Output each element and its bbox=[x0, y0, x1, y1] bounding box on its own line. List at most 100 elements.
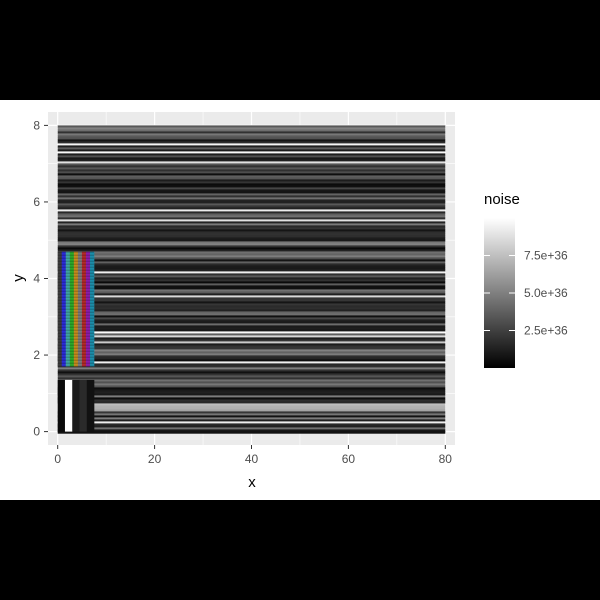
heatmap-row bbox=[57, 159, 446, 162]
heatmap-row bbox=[57, 183, 446, 186]
heatmap-row bbox=[57, 175, 446, 178]
heatmap-row bbox=[57, 249, 446, 252]
heatmap-row bbox=[57, 167, 446, 170]
heatmap-row bbox=[57, 209, 446, 212]
color-bar-scanline bbox=[57, 302, 95, 304]
color-bar-scanline bbox=[57, 284, 95, 286]
heatmap-row bbox=[57, 285, 446, 288]
heatmap-row bbox=[57, 203, 446, 206]
heatmap-row bbox=[57, 407, 446, 410]
heatmap-row bbox=[57, 155, 446, 158]
heatmap-row bbox=[57, 217, 446, 220]
heatmap-row bbox=[57, 335, 446, 338]
heatmap-row bbox=[57, 153, 446, 156]
color-bar-scanline bbox=[57, 254, 95, 256]
color-bar-stripe bbox=[57, 251, 63, 367]
heatmap-row bbox=[57, 359, 446, 362]
heatmap-row bbox=[57, 263, 446, 266]
heatmap-row bbox=[57, 321, 446, 324]
heatmap-row bbox=[57, 405, 446, 408]
heatmap-row bbox=[57, 371, 446, 374]
x-axis-label: x bbox=[248, 474, 256, 491]
color-bar-scanline bbox=[57, 356, 95, 358]
heatmap-row bbox=[57, 383, 446, 386]
heatmap-row bbox=[57, 141, 446, 144]
heatmap-row bbox=[57, 367, 446, 370]
heatmap-row bbox=[57, 255, 446, 258]
heatmap-row bbox=[57, 395, 446, 398]
heatmap-row bbox=[57, 227, 446, 230]
color-bar-scanline bbox=[57, 332, 95, 334]
pluge-stripe bbox=[86, 379, 95, 432]
heatmap-row bbox=[57, 293, 446, 296]
heatmap-row bbox=[57, 343, 446, 346]
heatmap-row bbox=[57, 259, 446, 262]
color-bar-scanline bbox=[57, 281, 95, 283]
color-bar-scanline bbox=[57, 338, 95, 340]
color-bar-stripe bbox=[85, 251, 91, 367]
heatmap-tiles bbox=[57, 125, 446, 434]
color-bar-scanline bbox=[57, 323, 95, 325]
heatmap-row bbox=[57, 173, 446, 176]
heatmap-row bbox=[57, 215, 446, 218]
heatmap-row bbox=[57, 143, 446, 146]
x-tick-label: 20 bbox=[148, 452, 162, 466]
heatmap-row bbox=[57, 131, 446, 134]
color-bar-stripe bbox=[61, 251, 67, 367]
heatmap-row bbox=[57, 355, 446, 358]
heatmap-row bbox=[57, 311, 446, 314]
heatmap-row bbox=[57, 309, 446, 312]
heatmap-row bbox=[57, 385, 446, 388]
heatmap-row bbox=[57, 313, 446, 316]
heatmap-row bbox=[57, 301, 446, 304]
color-bar-stripe bbox=[69, 251, 75, 367]
heatmap-row bbox=[57, 147, 446, 150]
heatmap-row bbox=[57, 379, 446, 382]
heatmap-row bbox=[57, 189, 446, 192]
heatmap-row bbox=[57, 389, 446, 392]
x-tick-label: 0 bbox=[54, 452, 61, 466]
heatmap-row bbox=[57, 347, 446, 350]
heatmap-row bbox=[57, 269, 446, 272]
color-bar-scanline bbox=[57, 260, 95, 262]
color-bar-scanline bbox=[57, 269, 95, 271]
color-bar-scanline bbox=[57, 287, 95, 289]
heatmap-row bbox=[57, 125, 446, 128]
heatmap-row bbox=[57, 375, 446, 378]
color-bar-scanline bbox=[57, 308, 95, 310]
color-bar-scanline bbox=[57, 326, 95, 328]
heatmap-row bbox=[57, 157, 446, 160]
heatmap-row bbox=[57, 345, 446, 348]
heatmap-row bbox=[57, 403, 446, 406]
heatmap-row bbox=[57, 425, 446, 428]
legend-title: noise bbox=[484, 191, 520, 208]
heatmap-row bbox=[57, 295, 446, 298]
y-axis: 0 2 4 6 8 bbox=[33, 118, 48, 439]
x-tick-label: 60 bbox=[342, 452, 356, 466]
color-bar-scanline bbox=[57, 320, 95, 322]
heatmap-row bbox=[57, 325, 446, 328]
heatmap-row bbox=[57, 221, 446, 224]
heatmap-row bbox=[57, 273, 446, 276]
y-tick-label: 0 bbox=[33, 425, 40, 439]
heatmap-row bbox=[57, 421, 446, 424]
heatmap-row bbox=[57, 245, 446, 248]
heatmap-row bbox=[57, 275, 446, 278]
color-bar-scanline bbox=[57, 350, 95, 352]
heatmap-row bbox=[57, 201, 446, 204]
heatmap-row bbox=[57, 233, 446, 236]
heatmap-row bbox=[57, 297, 446, 300]
heatmap-row bbox=[57, 417, 446, 420]
heatmap-row bbox=[57, 127, 446, 130]
heatmap-row bbox=[57, 291, 446, 294]
heatmap-row bbox=[57, 399, 446, 402]
heatmap-row bbox=[57, 339, 446, 342]
color-bar-scanline bbox=[57, 317, 95, 319]
heatmap-row bbox=[57, 185, 446, 188]
color-bar-scanline bbox=[57, 266, 95, 268]
pluge-stripe bbox=[57, 379, 66, 432]
heatmap-row bbox=[57, 279, 446, 282]
heatmap-row bbox=[57, 287, 446, 290]
heatmap-row bbox=[57, 409, 446, 412]
heatmap-row bbox=[57, 331, 446, 334]
